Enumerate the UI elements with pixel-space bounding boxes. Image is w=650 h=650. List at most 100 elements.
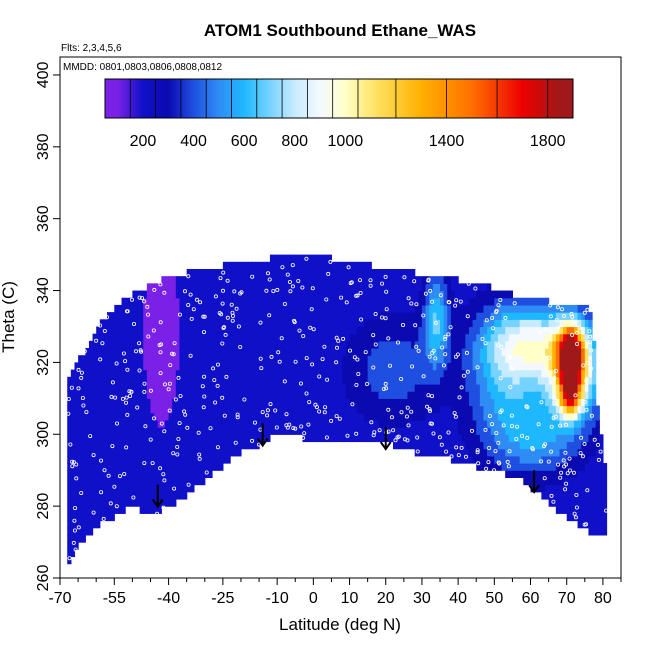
sample-point bbox=[208, 426, 213, 431]
heat-cell bbox=[501, 412, 506, 421]
sample-point bbox=[443, 334, 448, 339]
heat-cell bbox=[534, 405, 539, 414]
heat-cell bbox=[117, 348, 123, 356]
sample-point bbox=[102, 468, 107, 473]
heat-cell bbox=[570, 441, 575, 450]
heat-cell bbox=[96, 340, 101, 349]
sample-point bbox=[464, 350, 469, 355]
heat-cell bbox=[595, 491, 600, 500]
heat-cell bbox=[335, 283, 340, 292]
heat-cell bbox=[306, 405, 311, 414]
heat-cell bbox=[277, 405, 282, 414]
heat-cell bbox=[411, 268, 416, 277]
heat-cell bbox=[508, 391, 514, 399]
sample-point bbox=[271, 289, 276, 294]
heat-cell bbox=[154, 340, 159, 349]
heat-cell bbox=[526, 340, 532, 349]
heat-cell bbox=[262, 427, 267, 435]
heat-cell bbox=[371, 355, 376, 364]
heat-cell bbox=[581, 513, 586, 522]
heat-cell bbox=[186, 463, 191, 471]
heat-cell bbox=[81, 498, 86, 507]
heat-cell bbox=[179, 297, 184, 306]
heat-cell bbox=[212, 326, 217, 335]
heat-cell bbox=[555, 312, 561, 320]
heat-cell bbox=[237, 448, 242, 457]
heat-cell bbox=[541, 355, 546, 364]
heat-cell bbox=[193, 383, 199, 392]
heat-cell bbox=[85, 527, 90, 536]
heat-cell bbox=[259, 326, 264, 335]
heat-cell bbox=[222, 448, 228, 457]
heat-cell bbox=[186, 304, 191, 313]
heat-cell bbox=[356, 261, 362, 270]
heat-cell bbox=[298, 319, 304, 328]
heat-cell bbox=[450, 427, 456, 435]
heat-cell bbox=[364, 369, 369, 378]
heat-cell bbox=[530, 470, 535, 478]
heat-cell bbox=[161, 383, 166, 392]
heat-cell bbox=[353, 312, 358, 320]
heat-cell bbox=[400, 405, 405, 414]
heat-cell bbox=[360, 304, 365, 313]
heat-cell bbox=[374, 369, 380, 378]
sample-point bbox=[412, 279, 417, 284]
heat-cell bbox=[472, 333, 477, 342]
heat-cell bbox=[327, 261, 333, 270]
heat-cell bbox=[461, 412, 466, 421]
heat-cell bbox=[595, 527, 600, 536]
heat-cell bbox=[316, 391, 322, 399]
sample-point bbox=[439, 442, 444, 447]
heat-cell bbox=[103, 463, 108, 471]
heat-cell bbox=[219, 355, 224, 364]
heat-cell bbox=[425, 283, 430, 292]
heat-cell bbox=[602, 527, 608, 536]
heat-cell bbox=[157, 412, 162, 421]
heat-cell bbox=[74, 405, 79, 414]
heat-cell bbox=[353, 412, 358, 421]
heat-cell bbox=[468, 376, 474, 385]
heat-cell bbox=[266, 419, 271, 428]
heat-cell bbox=[313, 383, 318, 392]
heat-cell bbox=[454, 455, 459, 464]
sample-point bbox=[465, 369, 470, 374]
heat-cell bbox=[479, 412, 485, 421]
heat-cell bbox=[125, 362, 130, 371]
heat-cell bbox=[360, 398, 365, 407]
heat-cell bbox=[389, 268, 394, 277]
heat-cell bbox=[237, 297, 242, 306]
arrow-markers bbox=[151, 423, 540, 509]
heat-cell bbox=[327, 405, 333, 414]
heat-cell bbox=[240, 355, 246, 364]
heat-cell bbox=[537, 463, 542, 471]
heat-cell bbox=[566, 348, 571, 356]
heat-cell bbox=[316, 398, 322, 407]
heat-cell bbox=[487, 398, 492, 407]
heat-cell bbox=[324, 348, 329, 356]
heat-cell bbox=[248, 290, 253, 299]
chart-title: ATOM1 Southbound Ethane_WAS bbox=[204, 21, 476, 40]
heat-cell bbox=[172, 326, 177, 335]
heat-cell bbox=[450, 383, 456, 392]
heat-cell bbox=[472, 419, 477, 428]
heat-cell bbox=[432, 319, 438, 328]
sample-point bbox=[581, 363, 586, 368]
heat-cell bbox=[327, 326, 333, 335]
sample-point bbox=[544, 368, 549, 373]
heat-cell bbox=[201, 304, 206, 313]
sample-point bbox=[457, 395, 462, 400]
heat-cell bbox=[74, 534, 79, 543]
heat-cell bbox=[259, 391, 264, 399]
sample-point bbox=[250, 274, 255, 279]
heat-cell bbox=[179, 448, 184, 457]
heat-cell bbox=[219, 448, 224, 457]
heat-cell bbox=[599, 513, 604, 522]
heat-cell bbox=[233, 340, 238, 349]
heat-cell bbox=[443, 398, 448, 407]
heat-cell bbox=[208, 398, 213, 407]
heat-cell bbox=[146, 383, 152, 392]
heat-cell bbox=[588, 520, 593, 529]
heat-cell bbox=[183, 304, 188, 313]
heat-cell bbox=[407, 383, 412, 392]
heat-cell bbox=[197, 333, 202, 342]
